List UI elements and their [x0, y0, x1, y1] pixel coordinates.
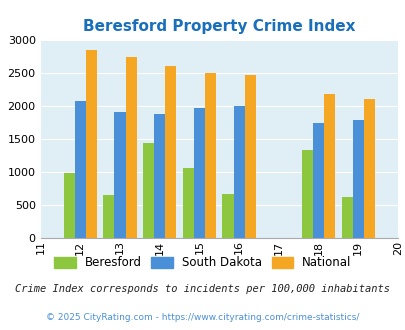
Bar	[154, 114, 165, 238]
Bar	[64, 173, 75, 238]
Bar	[85, 50, 97, 238]
Bar	[341, 197, 352, 238]
Bar	[114, 112, 125, 238]
Bar	[312, 123, 323, 238]
Bar	[182, 168, 193, 238]
Bar	[143, 143, 154, 238]
Bar	[233, 106, 244, 238]
Bar	[301, 150, 312, 238]
Legend: Beresford, South Dakota, National: Beresford, South Dakota, National	[49, 252, 356, 274]
Bar	[352, 120, 363, 238]
Bar	[75, 101, 85, 238]
Bar	[244, 75, 255, 238]
Text: © 2025 CityRating.com - https://www.cityrating.com/crime-statistics/: © 2025 CityRating.com - https://www.city…	[46, 313, 359, 322]
Bar	[165, 66, 176, 238]
Bar	[205, 73, 215, 238]
Bar	[103, 195, 114, 238]
Text: Crime Index corresponds to incidents per 100,000 inhabitants: Crime Index corresponds to incidents per…	[15, 284, 390, 294]
Bar	[193, 108, 205, 238]
Bar	[363, 99, 374, 238]
Bar	[125, 57, 136, 238]
Title: Beresford Property Crime Index: Beresford Property Crime Index	[83, 19, 355, 34]
Bar	[222, 194, 233, 238]
Bar	[323, 94, 335, 238]
